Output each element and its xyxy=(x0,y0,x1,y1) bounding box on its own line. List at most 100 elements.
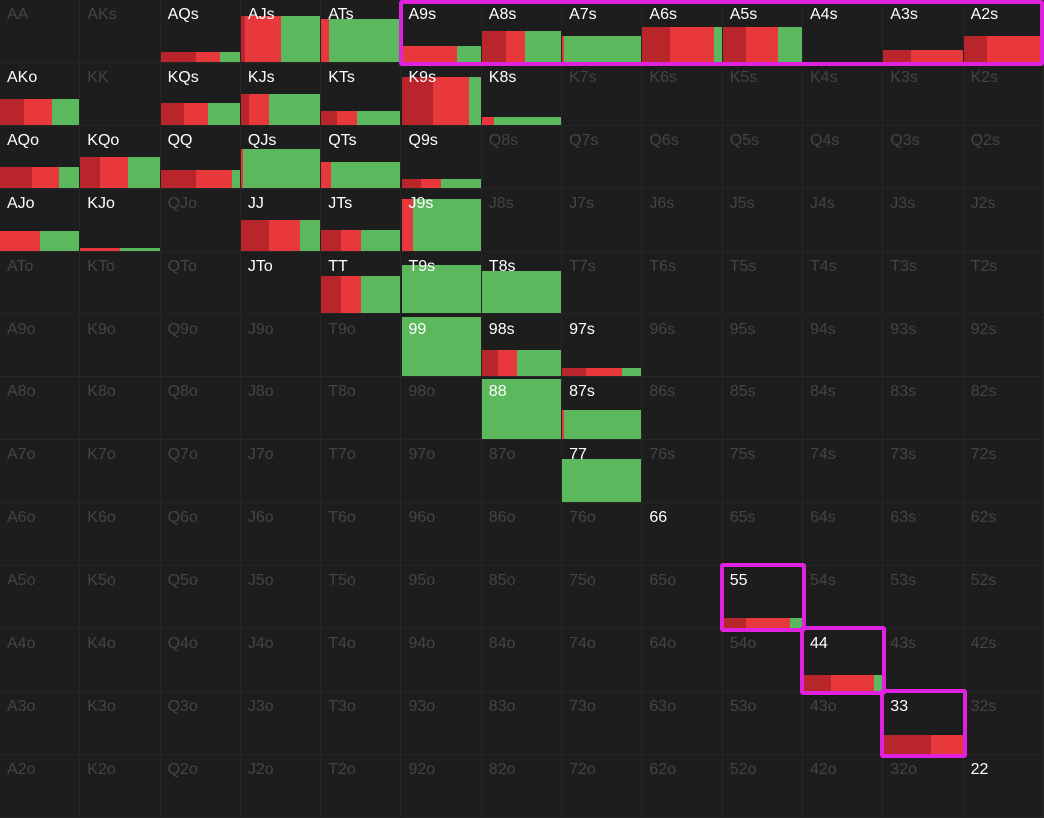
hand-cell-85o[interactable]: 85o xyxy=(481,566,563,629)
hand-cell-q3o[interactable]: Q3o xyxy=(160,691,241,755)
hand-cell-j2o[interactable]: J2o xyxy=(240,754,322,818)
hand-cell-j6o[interactable]: J6o xyxy=(240,503,322,567)
hand-cell-j7o[interactable]: J7o xyxy=(240,440,322,504)
hand-cell-kto[interactable]: KTo xyxy=(80,251,161,315)
hand-cell-65o[interactable]: 65o xyxy=(642,566,723,629)
hand-cell-k8s[interactable]: K8s xyxy=(481,62,563,126)
hand-cell-q4o[interactable]: Q4o xyxy=(160,629,241,692)
hand-cell-t4s[interactable]: T4s xyxy=(803,251,884,315)
hand-cell-72s[interactable]: 72s xyxy=(963,440,1044,504)
hand-cell-55[interactable]: 55 xyxy=(722,566,803,629)
hand-cell-aa[interactable]: AA xyxy=(0,0,81,63)
hand-cell-63o[interactable]: 63o xyxy=(642,691,723,755)
hand-cell-j5s[interactable]: J5s xyxy=(722,188,803,252)
hand-cell-64o[interactable]: 64o xyxy=(642,629,723,692)
hand-cell-qts[interactable]: QTs xyxy=(321,125,402,189)
hand-cell-q7o[interactable]: Q7o xyxy=(160,440,241,504)
hand-cell-kqs[interactable]: KQs xyxy=(160,62,241,126)
hand-cell-a9o[interactable]: A9o xyxy=(0,314,81,378)
hand-cell-k5o[interactable]: K5o xyxy=(80,566,161,629)
hand-cell-83s[interactable]: 83s xyxy=(883,377,964,441)
hand-cell-54o[interactable]: 54o xyxy=(722,629,803,692)
hand-cell-ajs[interactable]: AJs xyxy=(240,0,322,63)
hand-cell-q5s[interactable]: Q5s xyxy=(722,125,803,189)
hand-cell-a6s[interactable]: A6s xyxy=(642,0,723,63)
hand-cell-95o[interactable]: 95o xyxy=(401,566,482,629)
hand-cell-t3o[interactable]: T3o xyxy=(321,691,402,755)
hand-cell-aqo[interactable]: AQo xyxy=(0,125,81,189)
hand-cell-j5o[interactable]: J5o xyxy=(240,566,322,629)
hand-cell-j3o[interactable]: J3o xyxy=(240,691,322,755)
hand-cell-72o[interactable]: 72o xyxy=(562,754,643,818)
hand-cell-t2s[interactable]: T2s xyxy=(963,251,1044,315)
hand-cell-t3s[interactable]: T3s xyxy=(883,251,964,315)
hand-cell-k4s[interactable]: K4s xyxy=(803,62,884,126)
hand-cell-ako[interactable]: AKo xyxy=(0,62,81,126)
hand-cell-k6o[interactable]: K6o xyxy=(80,503,161,567)
hand-cell-ato[interactable]: ATo xyxy=(0,251,81,315)
hand-cell-74o[interactable]: 74o xyxy=(562,629,643,692)
hand-cell-qjs[interactable]: QJs xyxy=(240,125,322,189)
hand-cell-q8s[interactable]: Q8s xyxy=(481,125,563,189)
hand-cell-q7s[interactable]: Q7s xyxy=(562,125,643,189)
hand-cell-92o[interactable]: 92o xyxy=(401,754,482,818)
hand-cell-94o[interactable]: 94o xyxy=(401,629,482,692)
hand-cell-42s[interactable]: 42s xyxy=(963,629,1044,692)
hand-cell-62o[interactable]: 62o xyxy=(642,754,723,818)
hand-cell-87o[interactable]: 87o xyxy=(481,440,563,504)
hand-cell-t8s[interactable]: T8s xyxy=(481,251,563,315)
hand-cell-jts[interactable]: JTs xyxy=(321,188,402,252)
hand-cell-t6o[interactable]: T6o xyxy=(321,503,402,567)
hand-cell-jto[interactable]: JTo xyxy=(240,251,322,315)
hand-cell-k7s[interactable]: K7s xyxy=(562,62,643,126)
hand-cell-98o[interactable]: 98o xyxy=(401,377,482,441)
hand-cell-t7s[interactable]: T7s xyxy=(562,251,643,315)
hand-cell-42o[interactable]: 42o xyxy=(803,754,884,818)
hand-cell-j9s[interactable]: J9s xyxy=(401,188,482,252)
hand-cell-kk[interactable]: KK xyxy=(80,62,161,126)
hand-cell-t4o[interactable]: T4o xyxy=(321,629,402,692)
hand-cell-62s[interactable]: 62s xyxy=(963,503,1044,567)
hand-cell-t5s[interactable]: T5s xyxy=(722,251,803,315)
hand-cell-t8o[interactable]: T8o xyxy=(321,377,402,441)
hand-cell-92s[interactable]: 92s xyxy=(963,314,1044,378)
hand-cell-53s[interactable]: 53s xyxy=(883,566,964,629)
hand-cell-a8o[interactable]: A8o xyxy=(0,377,81,441)
hand-cell-a3s[interactable]: A3s xyxy=(883,0,964,63)
hand-cell-k9o[interactable]: K9o xyxy=(80,314,161,378)
hand-cell-tt[interactable]: TT xyxy=(321,251,402,315)
hand-cell-j9o[interactable]: J9o xyxy=(240,314,322,378)
hand-cell-k8o[interactable]: K8o xyxy=(80,377,161,441)
hand-cell-ats[interactable]: ATs xyxy=(321,0,402,63)
hand-cell-97s[interactable]: 97s xyxy=(562,314,643,378)
hand-cell-85s[interactable]: 85s xyxy=(722,377,803,441)
hand-cell-a5o[interactable]: A5o xyxy=(0,566,81,629)
hand-cell-q2o[interactable]: Q2o xyxy=(160,754,241,818)
hand-cell-kjs[interactable]: KJs xyxy=(240,62,322,126)
hand-cell-ajo[interactable]: AJo xyxy=(0,188,81,252)
hand-cell-j4s[interactable]: J4s xyxy=(803,188,884,252)
hand-cell-q6o[interactable]: Q6o xyxy=(160,503,241,567)
hand-cell-j2s[interactable]: J2s xyxy=(963,188,1044,252)
hand-cell-82o[interactable]: 82o xyxy=(481,754,563,818)
hand-cell-j3s[interactable]: J3s xyxy=(883,188,964,252)
hand-cell-84s[interactable]: 84s xyxy=(803,377,884,441)
hand-cell-j7s[interactable]: J7s xyxy=(562,188,643,252)
hand-cell-44[interactable]: 44 xyxy=(803,629,884,692)
hand-cell-87s[interactable]: 87s xyxy=(562,377,643,441)
hand-cell-k2o[interactable]: K2o xyxy=(80,754,161,818)
hand-cell-73o[interactable]: 73o xyxy=(562,691,643,755)
hand-cell-32s[interactable]: 32s xyxy=(963,691,1044,755)
hand-cell-qto[interactable]: QTo xyxy=(160,251,241,315)
hand-cell-q5o[interactable]: Q5o xyxy=(160,566,241,629)
hand-cell-53o[interactable]: 53o xyxy=(722,691,803,755)
hand-cell-q6s[interactable]: Q6s xyxy=(642,125,723,189)
hand-cell-j8s[interactable]: J8s xyxy=(481,188,563,252)
hand-cell-a9s[interactable]: A9s xyxy=(401,0,482,63)
hand-cell-aks[interactable]: AKs xyxy=(80,0,161,63)
hand-cell-63s[interactable]: 63s xyxy=(883,503,964,567)
hand-cell-q2s[interactable]: Q2s xyxy=(963,125,1044,189)
hand-cell-t9o[interactable]: T9o xyxy=(321,314,402,378)
hand-cell-a5s[interactable]: A5s xyxy=(722,0,803,63)
hand-cell-q3s[interactable]: Q3s xyxy=(883,125,964,189)
